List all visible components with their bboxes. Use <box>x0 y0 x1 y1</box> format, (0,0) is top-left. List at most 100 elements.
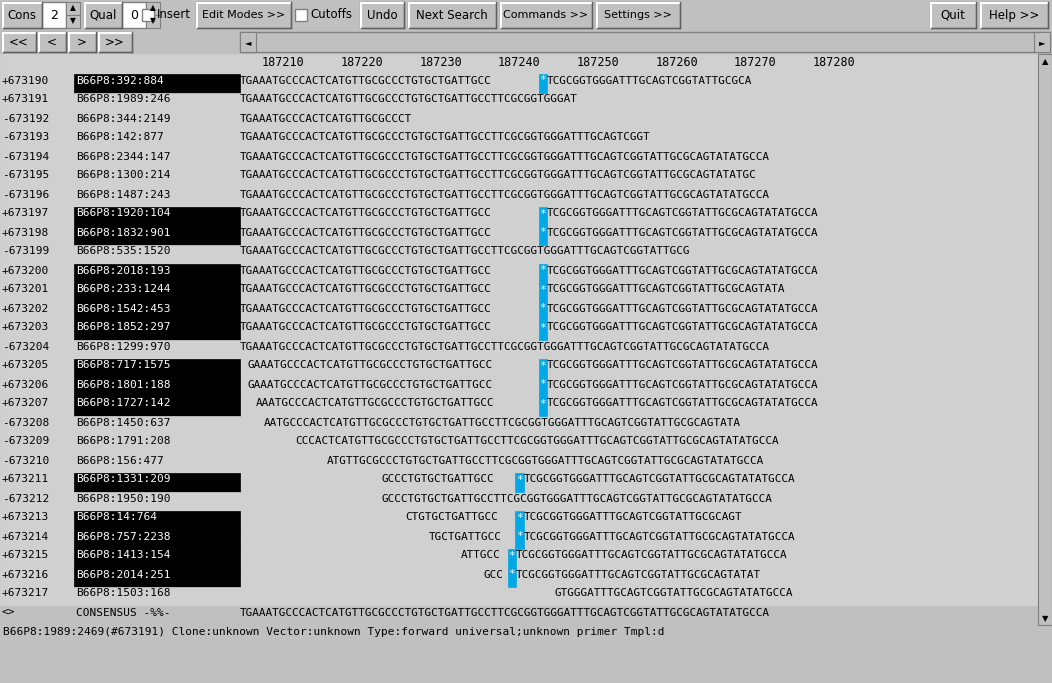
Text: Edit Modes >>: Edit Modes >> <box>202 10 285 20</box>
Text: CTGTGCTGATTGCC: CTGTGCTGATTGCC <box>405 512 498 522</box>
Text: *: * <box>540 208 546 219</box>
Text: B66P8:1801:188: B66P8:1801:188 <box>76 380 170 389</box>
Text: -673193: -673193 <box>2 133 49 143</box>
Bar <box>0 54 1052 74</box>
Text: -673204: -673204 <box>2 342 49 352</box>
Text: *: * <box>540 398 546 408</box>
Bar <box>0 568 1052 587</box>
Bar <box>74 150 240 169</box>
Text: B66P8:2344:147: B66P8:2344:147 <box>76 152 170 161</box>
Bar <box>66 15 80 28</box>
Bar <box>74 606 240 625</box>
Text: TGAAATGCCCACTCATGTTGCGCCCTGTGCTGATTGCCTTCGCGGTGGGATTTGCAGTCGGTATTGCGCAGTATATGCCA: TGAAATGCCCACTCATGTTGCGCCCTGTGCTGATTGCCTT… <box>240 189 770 199</box>
Text: TCGCGGTGGGATTTGCAGTCGGTATTGCGCAGTATATGCCA: TCGCGGTGGGATTTGCAGTCGGTATTGCGCAGTATATGCC… <box>547 227 818 238</box>
Text: 2: 2 <box>50 9 58 22</box>
Bar <box>74 587 240 606</box>
Bar <box>539 74 547 93</box>
Text: TCGCGGTGGGATTTGCAGTCGGTATTGCGCAGTATATGCCA: TCGCGGTGGGATTTGCAGTCGGTATTGCGCAGTATATGCC… <box>547 398 818 408</box>
Text: TCGCGGTGGGATTTGCAGTCGGTATTGCGCA: TCGCGGTGGGATTTGCAGTCGGTATTGCGCA <box>547 76 752 85</box>
Text: +673206: +673206 <box>2 380 49 389</box>
Bar <box>0 435 1052 454</box>
Text: +673216: +673216 <box>2 570 49 579</box>
Bar <box>74 416 240 435</box>
Text: B66P8:1920:104: B66P8:1920:104 <box>76 208 170 219</box>
Bar <box>0 511 1052 530</box>
Text: -673210: -673210 <box>2 456 49 466</box>
Bar <box>0 207 1052 226</box>
Text: Cons: Cons <box>7 9 37 22</box>
Bar <box>0 587 1052 606</box>
Bar <box>146 2 160 15</box>
Bar <box>74 207 240 226</box>
Text: B66P8:1852:297: B66P8:1852:297 <box>76 322 170 333</box>
Text: -673194: -673194 <box>2 152 49 161</box>
Text: *: * <box>515 512 522 522</box>
Text: TGAAATGCCCACTCATGTTGCGCCCTGTGCTGATTGCCTTCGCGGTGGGATTTGCAGTCGGTATTGCGCAGTATATGCCA: TGAAATGCCCACTCATGTTGCGCCCTGTGCTGATTGCCTT… <box>240 152 770 161</box>
Text: Commands >>: Commands >> <box>504 10 588 20</box>
Text: B66P8:1503:168: B66P8:1503:168 <box>76 589 170 598</box>
Text: TCGCGGTGGGATTTGCAGTCGGTATTGCGCAGT: TCGCGGTGGGATTTGCAGTCGGTATTGCGCAGT <box>523 512 742 522</box>
Text: TGAAATGCCCACTCATGTTGCGCCCT: TGAAATGCCCACTCATGTTGCGCCCT <box>240 113 412 124</box>
Text: B66P8:1950:190: B66P8:1950:190 <box>76 494 170 503</box>
Bar <box>74 321 240 340</box>
Bar <box>0 169 1052 188</box>
Bar <box>74 568 240 587</box>
Text: TGAAATGCCCACTCATGTTGCGCCCTGTGCTGATTGCCTTCGCGGTGGGATTTGCAGTCGGTATTGCGCAGTATATGCCA: TGAAATGCCCACTCATGTTGCGCCCTGTGCTGATTGCCTT… <box>240 342 770 352</box>
Text: *: * <box>540 285 546 294</box>
Bar <box>539 378 547 397</box>
Bar <box>74 302 240 321</box>
Bar <box>408 2 495 28</box>
Text: ►: ► <box>1038 38 1046 47</box>
Bar <box>74 226 240 245</box>
Bar <box>0 226 1052 245</box>
Text: B66P8:344:2149: B66P8:344:2149 <box>76 113 170 124</box>
Text: Undo: Undo <box>367 9 398 22</box>
Text: B66P8:1791:208: B66P8:1791:208 <box>76 436 170 447</box>
Text: B66P8:535:1520: B66P8:535:1520 <box>76 247 170 257</box>
Bar <box>0 530 1052 549</box>
Text: -673196: -673196 <box>2 189 49 199</box>
Text: *: * <box>508 570 514 579</box>
Text: 187260: 187260 <box>655 56 699 69</box>
Bar <box>539 283 547 302</box>
Text: +673202: +673202 <box>2 303 49 313</box>
Text: 187250: 187250 <box>576 56 620 69</box>
Text: TCGCGGTGGGATTTGCAGTCGGTATTGCGCAGTATATGCCA: TCGCGGTGGGATTTGCAGTCGGTATTGCGCAGTATATGCC… <box>547 208 818 219</box>
Text: +673215: +673215 <box>2 550 49 561</box>
Text: ◄: ◄ <box>245 38 251 47</box>
Bar <box>0 93 1052 112</box>
Text: GAAATGCCCACTCATGTTGCGCCCTGTGCTGATTGCC: GAAATGCCCACTCATGTTGCGCCCTGTGCTGATTGCC <box>248 380 493 389</box>
Bar <box>515 511 524 530</box>
Bar <box>1038 54 1052 625</box>
Text: B66P8:142:877: B66P8:142:877 <box>76 133 164 143</box>
Text: AAATGCCCACTCATGTTGCGCCCTGTGCTGATTGCC: AAATGCCCACTCATGTTGCGCCCTGTGCTGATTGCC <box>256 398 494 408</box>
Bar <box>500 2 592 28</box>
Text: +673217: +673217 <box>2 589 49 598</box>
Bar <box>74 169 240 188</box>
Text: TGAAATGCCCACTCATGTTGCGCCCTGTGCTGATTGCC: TGAAATGCCCACTCATGTTGCGCCCTGTGCTGATTGCC <box>240 266 491 275</box>
Text: ATTGCC: ATTGCC <box>461 550 500 561</box>
Text: Settings >>: Settings >> <box>604 10 672 20</box>
Text: TGAAATGCCCACTCATGTTGCGCCCTGTGCTGATTGCC: TGAAATGCCCACTCATGTTGCGCCCTGTGCTGATTGCC <box>240 76 491 85</box>
Text: TCGCGGTGGGATTTGCAGTCGGTATTGCGCAGTATATGCCA: TCGCGGTGGGATTTGCAGTCGGTATTGCGCAGTATATGCC… <box>515 550 787 561</box>
Text: ▼: ▼ <box>70 16 76 25</box>
Bar <box>74 435 240 454</box>
Bar <box>539 207 547 226</box>
Bar <box>74 549 240 568</box>
Text: TCGCGGTGGGATTTGCAGTCGGTATTGCGCAGTATA: TCGCGGTGGGATTTGCAGTCGGTATTGCGCAGTATA <box>547 285 786 294</box>
Text: -673192: -673192 <box>2 113 49 124</box>
Text: 187280: 187280 <box>813 56 855 69</box>
Bar <box>0 283 1052 302</box>
Bar <box>146 15 160 28</box>
Text: GCCCTGTGCTGATTGCC: GCCCTGTGCTGATTGCC <box>382 475 494 484</box>
Text: +673203: +673203 <box>2 322 49 333</box>
Bar <box>0 492 1052 511</box>
Text: B66P8:1487:243: B66P8:1487:243 <box>76 189 170 199</box>
Bar <box>38 32 66 52</box>
Text: -673199: -673199 <box>2 247 49 257</box>
Text: *: * <box>515 475 522 484</box>
Text: 187210: 187210 <box>262 56 305 69</box>
Text: ATGTTGCGCCCTGTGCTGATTGCCTTCGCGGTGGGATTTGCAGTCGGTATTGCGCAGTATATGCCA: ATGTTGCGCCCTGTGCTGATTGCCTTCGCGGTGGGATTTG… <box>326 456 764 466</box>
Text: TGAAATGCCCACTCATGTTGCGCCCTGTGCTGATTGCC: TGAAATGCCCACTCATGTTGCGCCCTGTGCTGATTGCC <box>240 285 491 294</box>
Bar <box>98 32 132 52</box>
